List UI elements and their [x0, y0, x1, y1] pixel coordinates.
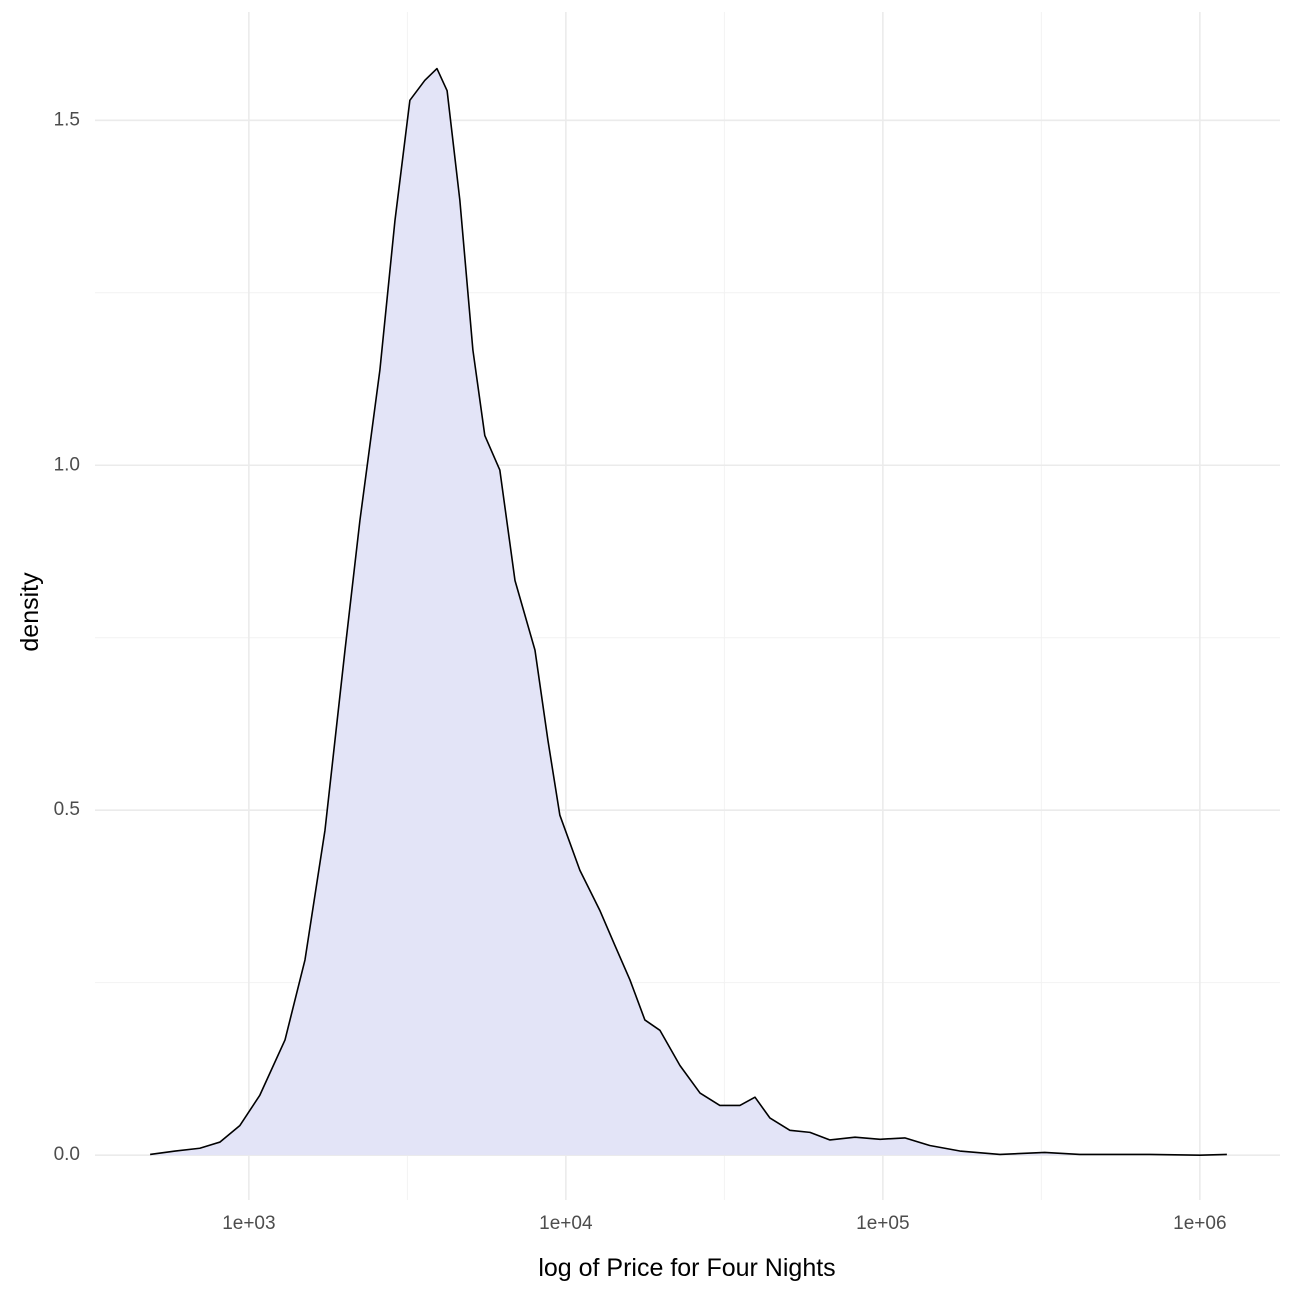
y-tick-label: 0.0 — [54, 1144, 80, 1165]
y-tick-label: 1.5 — [54, 109, 80, 130]
x-tick-label: 1e+06 — [1173, 1213, 1226, 1234]
x-tick-label: 1e+04 — [539, 1213, 593, 1234]
grid — [95, 12, 1280, 1200]
y-axis-title: density — [16, 572, 44, 652]
x-axis-title: log of Price for Four Nights — [538, 1254, 835, 1282]
density-line — [150, 67, 1227, 1156]
y-tick-label: 1.0 — [54, 454, 80, 475]
y-tick-label: 0.5 — [54, 799, 80, 820]
labels: 1e+03 1e+04 1e+05 1e+06 0.0 0.5 1.0 1.5 — [54, 109, 1227, 1234]
x-tick-label: 1e+03 — [222, 1213, 275, 1234]
x-tick-label: 1e+05 — [856, 1213, 909, 1234]
marks — [150, 67, 1227, 1156]
density-area — [150, 68, 1227, 1156]
